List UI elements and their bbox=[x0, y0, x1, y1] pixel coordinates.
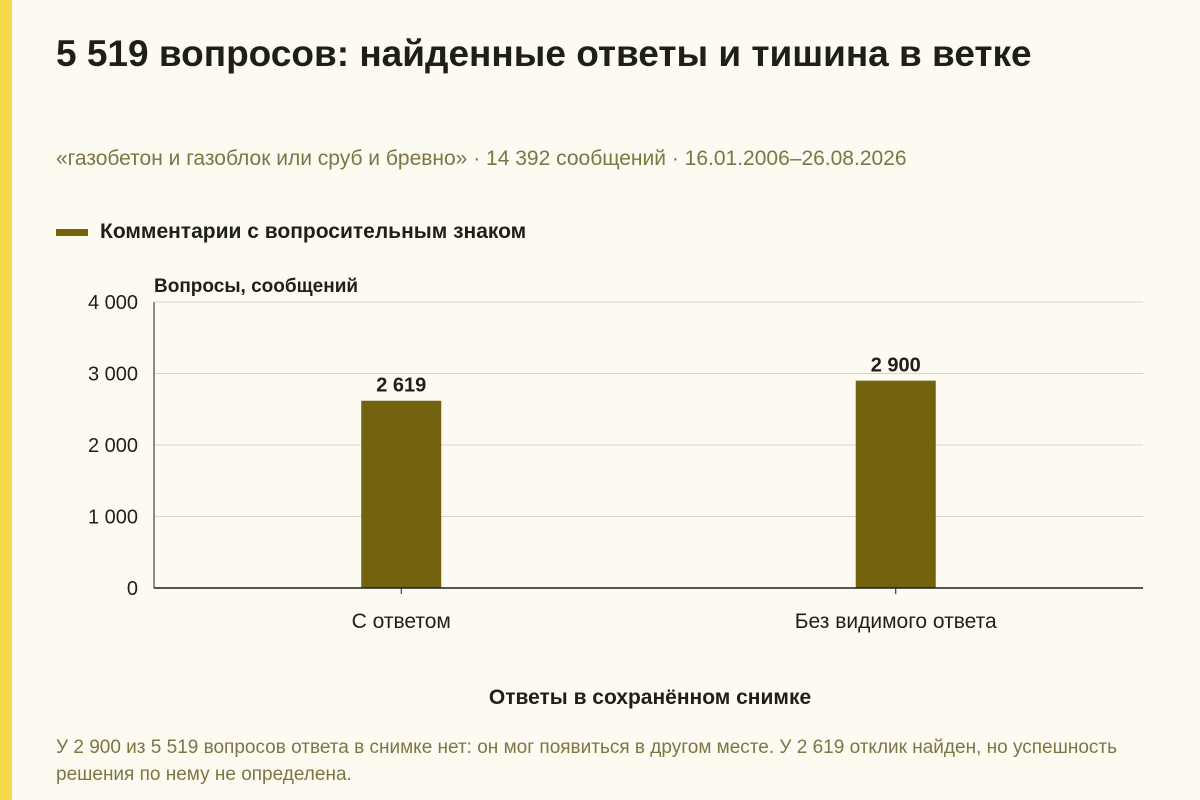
bars: 2 619 2 900 bbox=[361, 355, 936, 588]
chart-title: 5 519 вопросов: найденные ответы и тишин… bbox=[56, 33, 1032, 74]
y-tick-label: 2 000 bbox=[88, 435, 138, 457]
bar bbox=[855, 380, 936, 588]
legend: Комментарии с вопросительным знаком bbox=[56, 217, 526, 247]
y-tick-label: 4 000 bbox=[88, 292, 138, 314]
x-tick-label: С ответом bbox=[352, 610, 451, 633]
axes: 0 1 000 2 000 3 000 4 000 С ответом Без видимо… bbox=[88, 292, 1143, 633]
y-tick-label: 3 000 bbox=[88, 364, 138, 386]
legend-label: Комментарии с вопросительным знаком bbox=[100, 220, 527, 243]
gridlines bbox=[154, 301, 1143, 517]
bar-chart: 2 619 2 900 0 1 000 2 000 3 000 4 000 С ответо… bbox=[88, 276, 1143, 633]
chart-subtitle: «газобетон и газоблок или сруб и бревно»… bbox=[56, 147, 907, 170]
footnote: У 2 900 из 5 519 вопросов ответа в снимк… bbox=[56, 737, 1118, 785]
data-label: 2 619 bbox=[376, 375, 426, 397]
y-axis-title: Вопросы, сообщений bbox=[154, 276, 358, 297]
legend-swatch bbox=[56, 228, 88, 236]
x-tick-label: Без видимого ответа bbox=[795, 610, 997, 633]
bar bbox=[361, 400, 442, 588]
y-tick-label: 0 bbox=[127, 578, 138, 600]
data-label: 2 900 bbox=[871, 355, 921, 377]
x-axis-title: Ответы в сохранённом снимке bbox=[488, 686, 812, 709]
y-tick-label: 1 000 bbox=[88, 507, 138, 529]
accent-strip bbox=[0, 0, 12, 800]
